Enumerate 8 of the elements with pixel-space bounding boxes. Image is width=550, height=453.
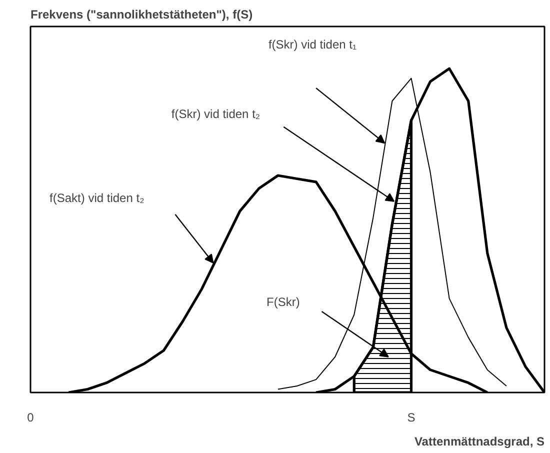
x-tick-label: S bbox=[407, 410, 416, 424]
x-tick-label: 0 bbox=[27, 410, 34, 424]
annotation: f(Skr) vid tiden t₂ bbox=[171, 106, 260, 121]
annotation: F(Skr) bbox=[266, 294, 300, 309]
x-axis-title: Vattenmättnadsgrad, S bbox=[414, 434, 544, 448]
annotation: f(Sakt) vid tiden t₂ bbox=[50, 191, 145, 206]
text: f(Skr) vid tiden t₁ bbox=[268, 37, 357, 52]
y-axis-title: Frekvens ("sannolikhetstätheten"), f(S) bbox=[30, 8, 253, 22]
